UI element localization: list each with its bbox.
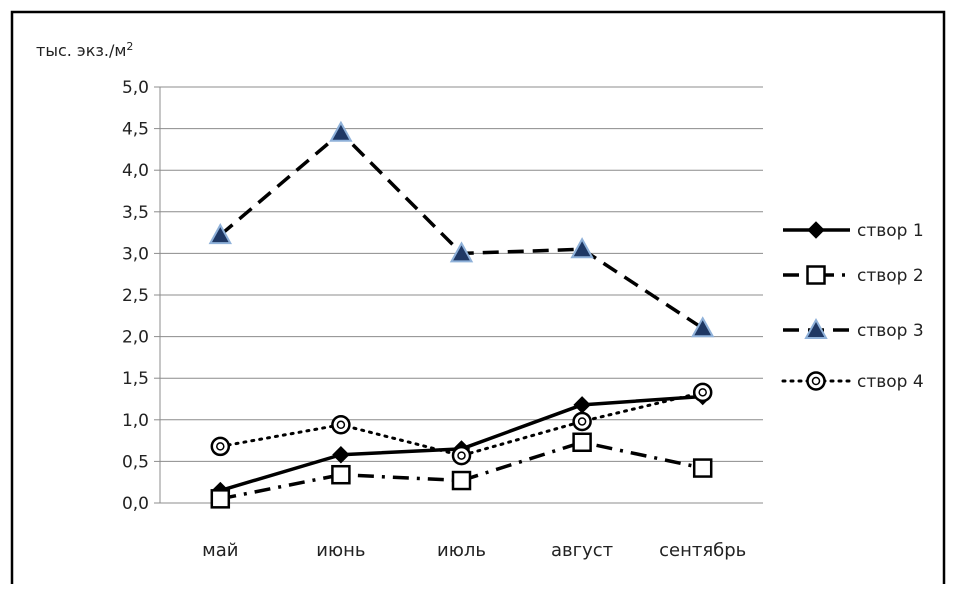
circle-marker-inner-icon [336,420,346,430]
series-4-point-3 [572,411,592,432]
square-marker-icon [572,432,592,453]
y-tick-label-3: 1,5 [122,369,149,389]
x-category-label-2: июль [437,540,486,561]
triangle-marker-icon [208,223,232,245]
series-1-point-1 [332,446,350,464]
square-marker-icon [451,470,472,491]
circle-marker-inner-icon [811,376,821,386]
legend-marker-3 [804,317,828,339]
triangle-marker-icon [804,317,828,339]
series-2-line [219,440,704,501]
y-tick-labels: 0,0 0,5 1,0 1,5 2,0 2,5 3,0 3,5 4,0 4,5 5,0 [122,78,149,514]
legend-marker-1 [807,221,825,239]
series-2-point-0 [210,489,231,509]
series-3-point-0 [208,223,232,245]
circle-marker-inner-icon [577,417,587,426]
series-4-point-4 [692,382,713,403]
triangle-marker-icon [329,120,353,142]
y-tick-label-0: 0,0 [122,494,149,514]
series-3-point-2 [449,241,474,263]
diamond-marker-icon [807,221,825,239]
series-4 [210,382,713,466]
circle-marker-inner-icon [457,451,466,460]
y-tick-label-10: 5,0 [122,78,149,98]
series-2-point-4 [692,458,713,478]
legend-label-1: створ 1 [857,221,924,241]
y-axis-label: тыс. экз./м2 [36,40,133,61]
circle-marker-inner-icon [698,388,707,397]
series-2 [210,432,713,509]
square-marker-icon [210,489,231,509]
y-tick-label-7: 3,5 [122,203,149,223]
y-tick-label-9: 4,5 [122,120,149,140]
series-3-point-3 [570,237,594,259]
y-tick-label-2: 1,0 [122,411,149,431]
triangle-marker-icon [449,241,474,263]
series-3 [208,120,715,338]
series-3-point-1 [329,120,353,142]
legend-label-3: створ 3 [857,321,924,341]
series-group [208,120,715,509]
series-2-point-1 [331,464,351,485]
series-4-point-1 [331,415,351,435]
circle-marker-inner-icon [216,442,225,451]
square-marker-icon [692,458,713,478]
legend-marker-2 [806,265,826,285]
series-3-point-4 [691,316,715,338]
series-4-point-2 [451,445,472,466]
legend-item-1: створ 1 [783,221,924,241]
y-tick-label-6: 3,0 [122,244,149,264]
legend-item-2: створ 2 [783,265,924,286]
diamond-marker-icon [332,446,350,464]
legend-item-4: створ 4 [781,371,924,392]
x-category-labels: май июнь июль август сентябрь [202,540,746,561]
x-category-label-1: июнь [316,540,365,561]
legend-marker-4 [806,371,826,391]
legend: створ 1 створ 2 створ 3 створ 4 [781,221,924,392]
chart-border [10,10,946,589]
series-2-point-2 [451,470,472,491]
y-tick-label-5: 2,5 [122,286,149,306]
series-2-point-3 [572,432,592,453]
triangle-marker-icon [691,316,715,338]
square-marker-icon [331,464,351,485]
square-marker-icon [806,265,826,285]
y-tick-label-4: 2,0 [122,328,149,348]
x-category-label-4: сентябрь [659,540,746,561]
legend-label-4: створ 4 [857,372,924,392]
series-4-point-0 [210,436,231,457]
x-category-label-0: май [202,540,238,561]
y-tick-label-1: 0,5 [122,452,149,472]
triangle-marker-icon [570,237,594,259]
y-tick-label-8: 4,0 [122,161,149,181]
legend-label-2: створ 2 [857,266,924,286]
legend-item-3: створ 3 [783,317,924,341]
x-category-label-3: август [551,540,613,561]
